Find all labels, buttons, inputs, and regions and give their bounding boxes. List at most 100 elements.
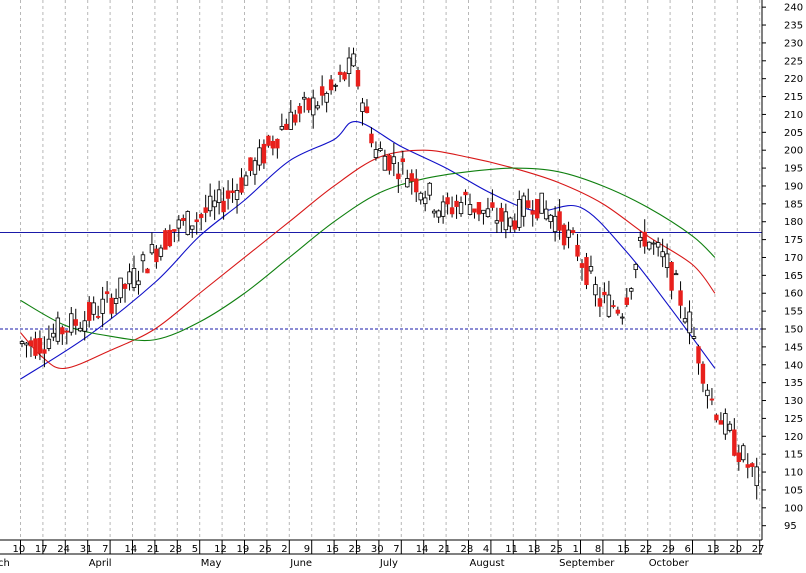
candle-up — [606, 294, 612, 317]
candle-up — [131, 268, 137, 288]
x-tick-label: 28 — [169, 544, 182, 555]
candle-up — [391, 156, 397, 164]
x-tick-label: 7 — [102, 544, 108, 555]
y-tick-label: 115 — [784, 450, 803, 461]
candle-down — [73, 319, 78, 326]
x-tick-label: 6 — [685, 544, 691, 555]
x-tick-label: 12 — [214, 544, 227, 555]
x-tick-label: 5 — [192, 544, 198, 555]
y-tick-label: 110 — [784, 468, 803, 479]
candle-up — [51, 332, 56, 338]
candle-up — [360, 102, 365, 112]
y-tick-label: 105 — [784, 485, 803, 496]
candle-down — [154, 248, 159, 263]
x-tick-label: 26 — [259, 544, 272, 555]
x-tick-label: 25 — [550, 544, 563, 555]
x-tick-label: 19 — [237, 544, 250, 555]
grid-layer — [20, 0, 761, 540]
candle-down — [476, 202, 482, 215]
candle-down — [745, 464, 750, 468]
candle-up — [24, 342, 29, 346]
x-tick-label: 14 — [416, 544, 429, 555]
candle-down — [194, 219, 199, 223]
y-tick-label: 200 — [784, 146, 803, 157]
month-label: June — [289, 558, 312, 569]
y-tick-label: 230 — [784, 38, 803, 49]
y-tick-label: 140 — [784, 360, 803, 371]
candle-down — [60, 327, 65, 335]
candle-up — [485, 208, 491, 218]
candle-down — [297, 105, 302, 114]
reference-lines — [0, 231, 762, 330]
candle-down — [33, 338, 38, 356]
candle-down — [266, 135, 271, 146]
y-tick-label: 180 — [784, 217, 803, 228]
candle-down — [109, 297, 114, 314]
candle-up — [481, 209, 486, 214]
candle-up — [302, 96, 307, 100]
month-label: August — [470, 558, 505, 569]
candle-up — [176, 219, 181, 229]
candle-up — [149, 244, 155, 254]
candle-up — [431, 210, 437, 214]
y-tick-label: 185 — [784, 199, 803, 210]
candle-up — [508, 217, 513, 227]
candle-down — [387, 154, 392, 171]
x-tick-label: 21 — [147, 544, 160, 555]
candle-up — [405, 178, 410, 188]
candle-up — [517, 199, 522, 228]
candle-up — [705, 389, 710, 397]
candle-up — [588, 266, 594, 272]
candle-up — [427, 182, 432, 196]
month-label: arch — [0, 558, 10, 569]
candle-up — [315, 105, 320, 109]
y-tick-label: 125 — [784, 414, 803, 425]
candle-down — [575, 244, 580, 257]
candle-down — [700, 363, 706, 384]
candle-down — [396, 173, 401, 180]
y-tick-label: 205 — [784, 128, 803, 139]
candle-down — [535, 199, 540, 219]
month-label: September — [559, 558, 615, 569]
candle-down — [284, 123, 289, 130]
candle-up — [651, 242, 656, 245]
candle-up — [620, 316, 625, 319]
candle-up — [252, 160, 258, 175]
candle-down — [499, 207, 504, 222]
candle-up — [19, 341, 25, 344]
candle-down — [732, 429, 737, 456]
candle-down — [198, 214, 204, 218]
candle-down — [122, 283, 128, 289]
x-tick-label: 27 — [752, 544, 765, 555]
candle-down — [167, 229, 173, 247]
x-tick-label: 13 — [707, 544, 720, 555]
y-tick-label: 225 — [784, 56, 803, 67]
candle-down — [203, 207, 208, 213]
candle-up — [521, 195, 526, 217]
candle-down — [718, 420, 724, 425]
candle-down — [696, 346, 701, 364]
candle-up — [78, 327, 83, 332]
y-tick-label: 220 — [784, 74, 803, 85]
x-tick-label: 23 — [349, 544, 362, 555]
candle-down — [328, 79, 334, 91]
y-tick-label: 155 — [784, 307, 803, 318]
candle-down — [709, 398, 715, 401]
candle-up — [351, 53, 356, 67]
candle-up — [539, 192, 544, 214]
x-tick-label: 15 — [617, 544, 630, 555]
candle-up — [140, 254, 146, 262]
candle-down — [472, 208, 477, 213]
moving-average-line — [20, 167, 716, 342]
candle-down — [678, 290, 683, 306]
month-label: October — [649, 558, 690, 569]
candle-down — [319, 86, 325, 96]
y-tick-label: 165 — [784, 271, 803, 282]
y-tick-label: 175 — [784, 235, 803, 246]
candle-up — [100, 298, 105, 314]
candle-up — [185, 211, 190, 235]
candle-down — [342, 72, 347, 80]
candle-up — [69, 313, 74, 333]
